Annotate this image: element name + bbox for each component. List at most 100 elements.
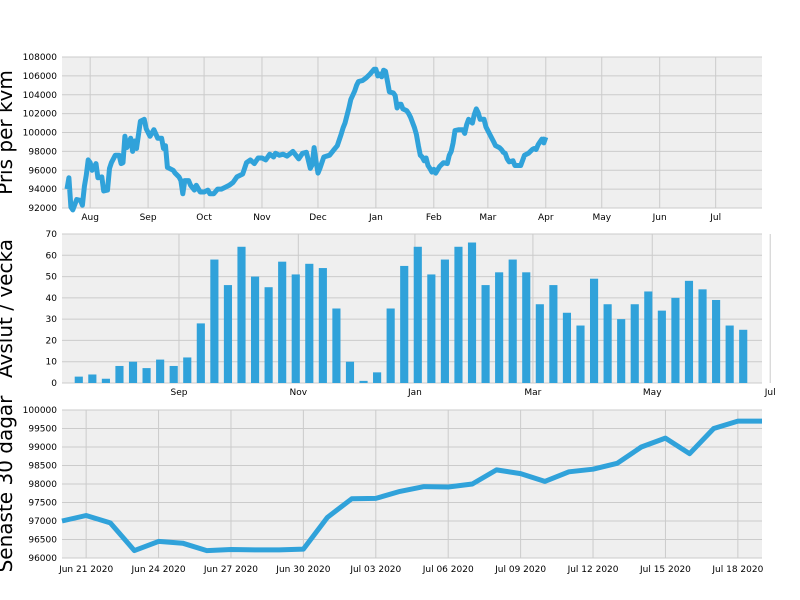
bar (223, 285, 233, 383)
bar (603, 304, 612, 383)
bar (644, 291, 653, 383)
bar (671, 297, 680, 383)
bar (318, 268, 327, 383)
x-tick-label: Sep (171, 388, 188, 398)
bar (345, 361, 355, 383)
y-axis-label: Senaste 30 dagar (0, 395, 17, 573)
y-tick-label: 96500 (28, 536, 57, 546)
y-tick-label: 98000 (28, 480, 57, 490)
bar (169, 365, 178, 383)
bar (142, 368, 151, 383)
bar (74, 376, 83, 383)
bar (739, 329, 748, 383)
y-tick-label: 102000 (23, 110, 58, 120)
x-tick-label: Apr (538, 213, 554, 223)
bar (522, 272, 531, 383)
bar (332, 308, 341, 383)
x-tick-label: Jun 27 2020 (203, 565, 258, 575)
y-tick-label: 92000 (28, 204, 57, 214)
x-tick-label: Jan (407, 388, 422, 398)
x-tick-label: May (592, 213, 611, 223)
y-tick-label: 108000 (23, 53, 58, 63)
y-tick-label: 99500 (28, 425, 57, 435)
series-line (61, 418, 762, 554)
bar (508, 259, 517, 383)
x-tick-label: Aug (81, 213, 99, 223)
x-tick-label: Jun 21 2020 (58, 565, 113, 575)
y-tick-label: 20 (46, 336, 58, 346)
bar (210, 259, 219, 383)
bar (386, 308, 395, 383)
y-tick-label: 0 (51, 379, 57, 389)
x-tick-label: Sep (140, 213, 157, 223)
y-tick-label: 10 (46, 358, 58, 368)
bar (440, 259, 449, 383)
y-tick-label: 99000 (28, 443, 57, 453)
bar (278, 261, 287, 383)
y-tick-label: 98000 (28, 147, 57, 157)
x-tick-label: Feb (426, 213, 442, 223)
bar (481, 285, 490, 383)
x-tick-label: Jul 03 2020 (349, 565, 401, 575)
y-tick-label: 100000 (23, 406, 58, 416)
y-tick-label: 106000 (23, 72, 58, 82)
y-tick-label: 96000 (28, 554, 57, 564)
y-tick-label: 104000 (23, 91, 58, 101)
x-tick-label: Dec (309, 213, 326, 223)
x-tick-label: Jun 30 2020 (275, 565, 330, 575)
bar (400, 265, 409, 383)
bar (115, 365, 124, 383)
price-per-sqm-panel: 92000 94000 96000 98000 100000 102000 104000 10… (0, 53, 762, 223)
x-tick-label: Jun 24 2020 (130, 565, 185, 575)
plot-area (62, 234, 762, 383)
x-tick-label: Jul 12 2020 (567, 565, 619, 575)
bar (698, 289, 707, 383)
bar (264, 287, 273, 383)
bar (427, 274, 436, 383)
bar (562, 312, 572, 383)
bar (250, 276, 260, 383)
x-tick-label: Jul (709, 213, 721, 223)
bar (725, 325, 734, 383)
bar (495, 272, 504, 383)
bar (305, 263, 314, 383)
y-tick-label: 30 (46, 315, 58, 325)
bar (454, 246, 463, 383)
x-tick-label: Jul 18 2020 (711, 565, 763, 575)
bar (617, 319, 626, 383)
y-tick-label: 97500 (28, 499, 57, 509)
bar (413, 246, 422, 383)
bar (589, 278, 599, 383)
bar (291, 274, 300, 383)
y-axis-label: Avslut / vecka (0, 239, 17, 378)
bar (535, 304, 544, 383)
bar (101, 378, 110, 383)
last-30-days-panel: 96000 96500 97000 97500 98000 98500 99000 99500… (0, 395, 764, 575)
bar (128, 361, 138, 383)
y-tick-label: 60 (46, 251, 58, 261)
y-tick-label: 50 (46, 273, 58, 283)
x-tick-label: Nov (290, 388, 308, 398)
x-tick-label: Jan (368, 213, 383, 223)
bar (237, 246, 246, 383)
x-tick-label: Jul 06 2020 (422, 565, 474, 575)
bar (88, 374, 97, 383)
bar (373, 372, 382, 383)
series-line (64, 66, 549, 213)
bar (576, 325, 585, 383)
x-tick-label: Jul (764, 388, 776, 398)
y-tick-label: 94000 (28, 185, 57, 195)
sales-per-week-panel: 0 10 20 30 40 50 60 70 Sep Nov Jan Mar May Jul Avslut … (0, 230, 776, 398)
x-tick-label: Mar (524, 388, 541, 398)
bar (684, 280, 694, 383)
bar (549, 285, 558, 383)
x-tick-label: Jul 15 2020 (639, 565, 691, 575)
x-tick-label: Jun (652, 213, 667, 223)
y-axis-label: Pris per kvm (0, 70, 17, 195)
y-tick-label: 96000 (28, 166, 57, 176)
bar (657, 310, 666, 383)
bar (467, 242, 477, 383)
x-tick-label: May (643, 388, 662, 398)
y-tick-label: 40 (46, 294, 58, 304)
